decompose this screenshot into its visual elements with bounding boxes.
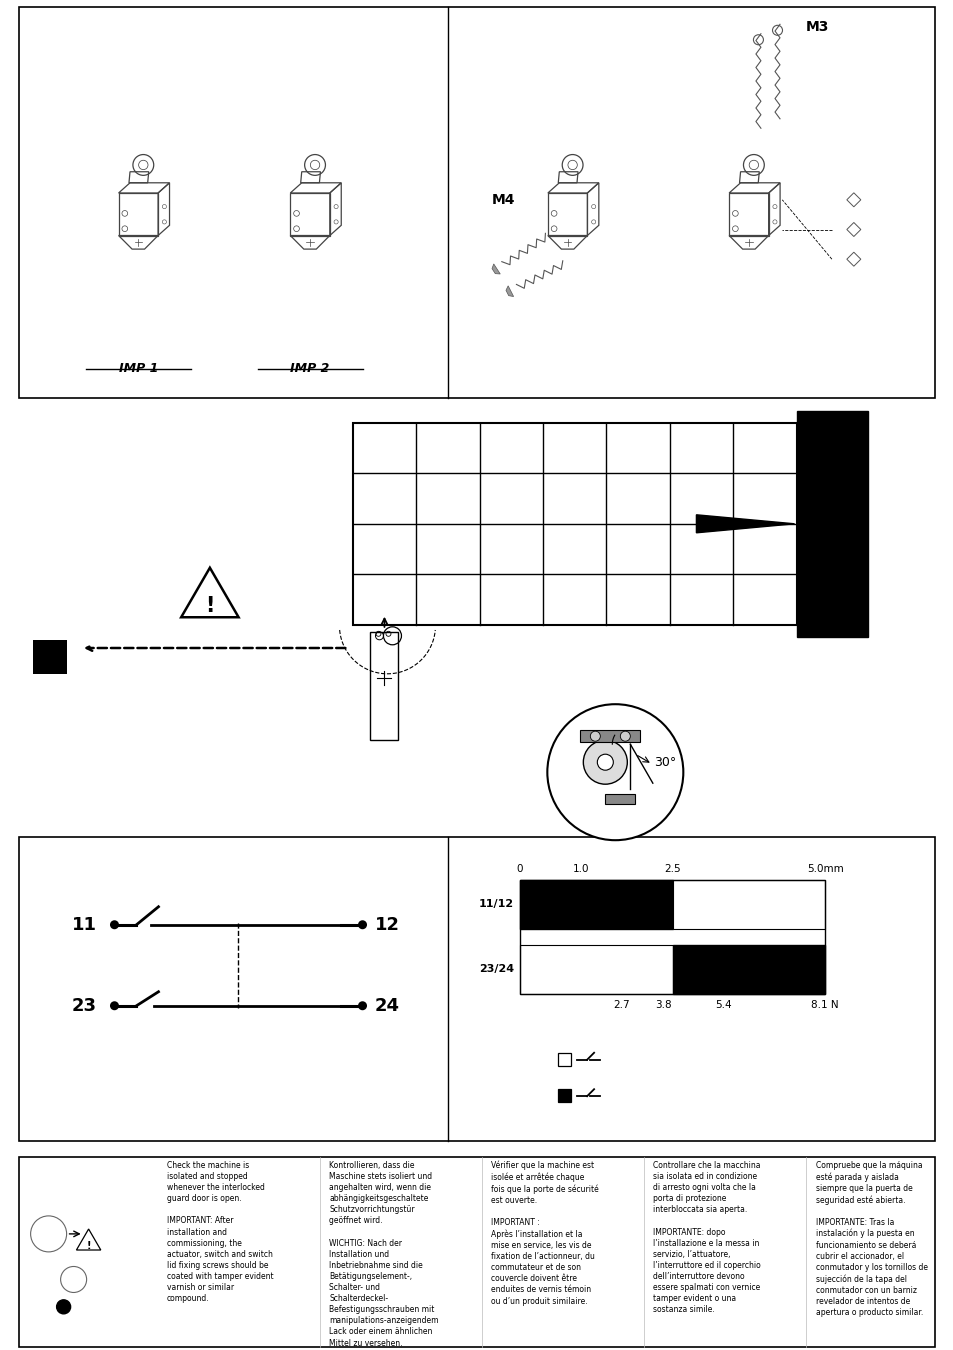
Bar [796,410,867,637]
Circle shape [619,732,630,741]
Text: 2.7: 2.7 [613,999,629,1010]
Text: M3: M3 [805,20,829,34]
Bar [547,193,587,235]
Circle shape [582,740,627,784]
Text: IMP 1: IMP 1 [118,362,158,375]
Bar [19,7,934,398]
Circle shape [597,755,613,771]
Text: 11: 11 [71,915,96,934]
Bar [370,632,398,740]
Bar [519,945,672,994]
Bar [519,880,824,994]
Bar [558,1053,571,1065]
Bar [672,945,824,994]
Text: Compruebe que la máquina
esté parada y aislada
siempre que la puerta de
segurida: Compruebe que la máquina esté parada y a… [815,1161,926,1316]
Polygon shape [579,730,639,742]
Text: IMP 2: IMP 2 [290,362,330,375]
Polygon shape [696,514,794,533]
Text: 23/24: 23/24 [478,964,514,975]
Text: Check the machine is
isolated and stopped
whenever the interlocked
guard door is: Check the machine is isolated and stoppe… [167,1161,274,1303]
Text: 24: 24 [375,996,399,1015]
Text: 5.0mm: 5.0mm [806,864,842,875]
Bar [672,880,824,929]
Bar [33,640,68,675]
Bar [353,423,796,625]
Text: Controllare che la macchina
sia isolata ed in condizione
di arresto ogni volta c: Controllare che la macchina sia isolata … [653,1161,760,1315]
Circle shape [547,705,682,840]
Text: 0: 0 [517,864,522,875]
Text: 3.8: 3.8 [654,999,671,1010]
Bar [19,1157,934,1347]
Bar [728,193,768,235]
Polygon shape [605,794,635,805]
Circle shape [357,921,367,929]
Text: 5.4: 5.4 [715,999,731,1010]
Circle shape [56,1300,71,1314]
Polygon shape [492,265,499,274]
Bar [290,193,330,235]
Circle shape [110,921,119,929]
Bar [558,1089,571,1102]
Text: M4: M4 [491,193,515,207]
Text: !: ! [205,595,214,616]
Text: 11/12: 11/12 [478,899,514,910]
Text: 2.5: 2.5 [663,864,680,875]
Text: 8.1 N: 8.1 N [811,999,838,1010]
Text: Vérifier que la machine est
isolée et arrêtée chaque
fois que la porte de sécuri: Vérifier que la machine est isolée et ar… [491,1161,598,1305]
Circle shape [110,1002,119,1010]
Circle shape [590,732,599,741]
Circle shape [357,1002,367,1010]
Text: 1.0: 1.0 [572,864,589,875]
Text: 12: 12 [375,915,399,934]
Text: !: ! [87,1241,91,1251]
Bar [118,193,158,235]
Text: 23: 23 [71,996,96,1015]
Text: 30°: 30° [654,756,676,768]
Polygon shape [505,286,513,297]
Bar [19,837,934,1141]
Text: Kontrollieren, dass die
Maschine stets isoliert und
angehalten wird, wenn die
ab: Kontrollieren, dass die Maschine stets i… [329,1161,438,1347]
Bar [519,880,672,929]
